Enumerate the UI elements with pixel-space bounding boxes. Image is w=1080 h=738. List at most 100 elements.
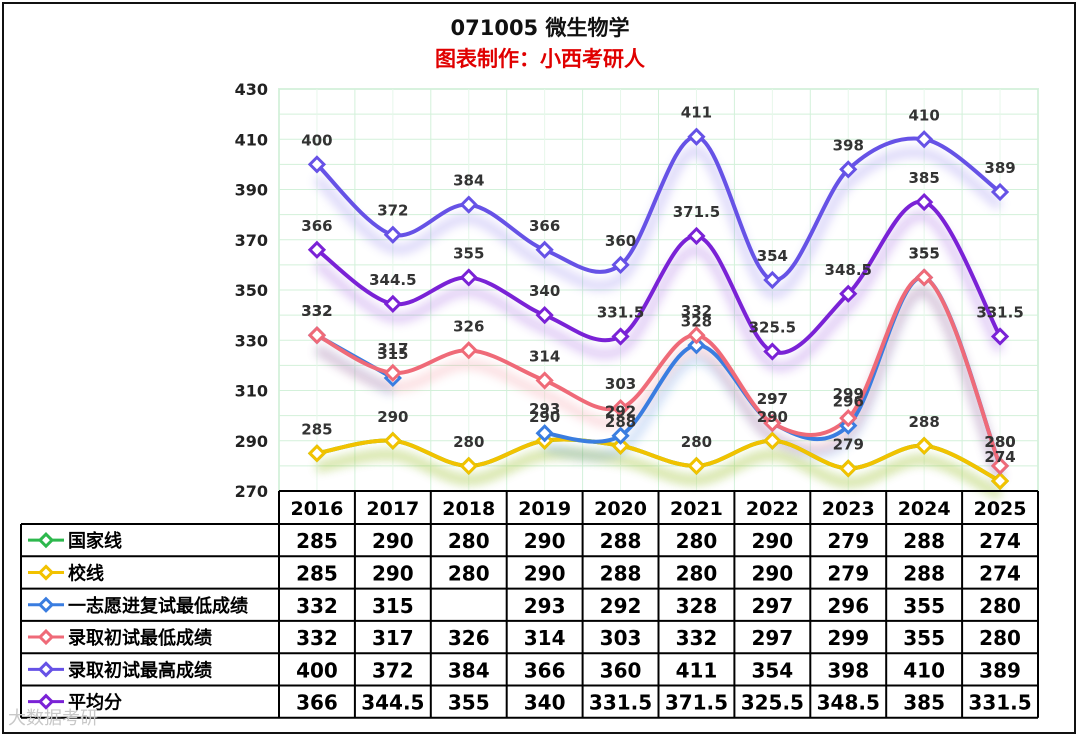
data-label: 331.5 — [976, 303, 1023, 321]
series-line — [314, 199, 1003, 355]
table-cell-value: 340 — [524, 691, 566, 715]
data-point — [307, 444, 327, 463]
chart-title: 071005 微生物学 — [450, 16, 630, 40]
table-cell-value: 331.5 — [589, 691, 652, 715]
table-cell-value: 280 — [676, 561, 718, 585]
data-point — [611, 436, 630, 455]
data-point — [307, 155, 327, 174]
table-cell-value: 400 — [296, 658, 338, 682]
table-cell-value: 288 — [903, 529, 945, 553]
table-cell-value: 296 — [827, 594, 869, 618]
table-cell-value: 317 — [372, 626, 414, 650]
table-cell-value: 288 — [600, 561, 642, 585]
data-label: 366 — [529, 217, 560, 235]
table-cell-value: 344.5 — [361, 691, 424, 715]
table-cell-value: 410 — [903, 658, 945, 682]
data-point — [687, 336, 706, 355]
data-label: 290 — [529, 408, 560, 426]
data-label: 410 — [908, 106, 939, 124]
data-point — [763, 431, 782, 450]
table-cell-value: 355 — [903, 594, 945, 618]
table-cell-value: 326 — [448, 626, 490, 650]
table-cell-value: 297 — [751, 594, 793, 618]
table-cell-value: 332 — [296, 594, 338, 618]
x-tick-label: 2017 — [366, 498, 419, 520]
table-cell-value: 385 — [903, 691, 945, 715]
series-line — [314, 437, 1003, 483]
series-markers — [307, 127, 1010, 491]
data-label: 290 — [377, 408, 408, 426]
data-point — [990, 182, 1010, 202]
x-tick-label: 2024 — [898, 498, 951, 520]
data-label: 332 — [301, 302, 332, 320]
data-point — [839, 160, 858, 179]
data-point — [459, 195, 478, 214]
series-shadow — [314, 211, 1005, 372]
table-cell-value: 280 — [979, 626, 1021, 650]
table-cell-value: 348.5 — [817, 691, 880, 715]
data-point — [535, 306, 554, 325]
data-label: 326 — [453, 317, 484, 335]
table-cell-value: 280 — [448, 561, 490, 585]
series-shadow — [313, 146, 1003, 299]
table-cell-value: 389 — [979, 658, 1021, 682]
data-label: 366 — [301, 217, 332, 235]
table-cell-value: 355 — [903, 626, 945, 650]
table-cell-value: 328 — [676, 594, 718, 618]
data-point — [915, 436, 934, 455]
data-label: 315 — [377, 345, 408, 363]
y-tick-label: 310 — [235, 382, 268, 401]
legend-label: 平均分 — [68, 692, 122, 714]
data-point — [383, 363, 402, 383]
table-cell-value: 279 — [827, 529, 869, 553]
data-point — [687, 326, 706, 345]
table-cell-value: 290 — [524, 561, 566, 585]
table-cell-value: 371.5 — [665, 691, 728, 715]
table-cell-value: 366 — [524, 658, 566, 682]
data-point — [763, 414, 782, 433]
data-label: 288 — [908, 413, 939, 431]
table-cell-value: 290 — [372, 529, 414, 553]
data-point — [383, 225, 402, 244]
data-label: 297 — [757, 390, 788, 408]
x-tick-label: 2025 — [974, 498, 1027, 520]
data-label: 280 — [453, 433, 484, 451]
data-label: 355 — [908, 244, 939, 262]
legend-marker — [37, 661, 55, 678]
table-cell-value: 360 — [600, 658, 642, 682]
chart-subtitle: 图表制作：小西考研人 — [435, 47, 645, 71]
data-point — [307, 326, 327, 345]
data-point — [535, 240, 554, 259]
data-label: 332 — [681, 302, 712, 320]
data-point — [459, 456, 478, 475]
data-label: 400 — [301, 131, 332, 149]
table-cell-value: 293 — [524, 594, 566, 618]
data-label: 280 — [681, 433, 712, 451]
legend-marker — [37, 564, 55, 581]
data-label: 279 — [833, 435, 864, 453]
table-cell-value: 274 — [979, 529, 1021, 553]
table-cell-value: 280 — [448, 529, 490, 553]
data-label: 331.5 — [597, 303, 644, 321]
data-point — [611, 327, 630, 346]
table-cell-value: 280 — [979, 594, 1021, 618]
table-cell-value: 332 — [676, 626, 718, 650]
table-cell-value: 279 — [827, 561, 869, 585]
data-label: 292 — [605, 403, 636, 421]
data-label: 290 — [757, 408, 788, 426]
data-point — [839, 459, 858, 478]
table-cell-value: 355 — [448, 691, 490, 715]
table-cell-value: 292 — [600, 594, 642, 618]
x-tick-label: 2021 — [670, 498, 723, 520]
data-label: 332 — [301, 302, 332, 320]
data-point — [307, 240, 327, 259]
x-tick-label: 2019 — [518, 498, 571, 520]
table-cell-value: 290 — [751, 529, 793, 553]
table-cell-value: 290 — [751, 561, 793, 585]
legend-marker — [37, 628, 55, 646]
table-cell-value: 288 — [903, 561, 945, 585]
data-point — [611, 426, 630, 445]
data-label: 293 — [529, 400, 560, 418]
